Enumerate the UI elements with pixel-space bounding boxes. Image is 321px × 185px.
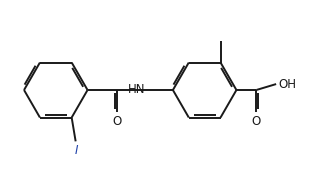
Text: I: I	[75, 144, 78, 157]
Text: OH: OH	[278, 78, 296, 91]
Text: O: O	[113, 115, 122, 128]
Text: O: O	[252, 115, 261, 128]
Text: HN: HN	[128, 83, 145, 96]
